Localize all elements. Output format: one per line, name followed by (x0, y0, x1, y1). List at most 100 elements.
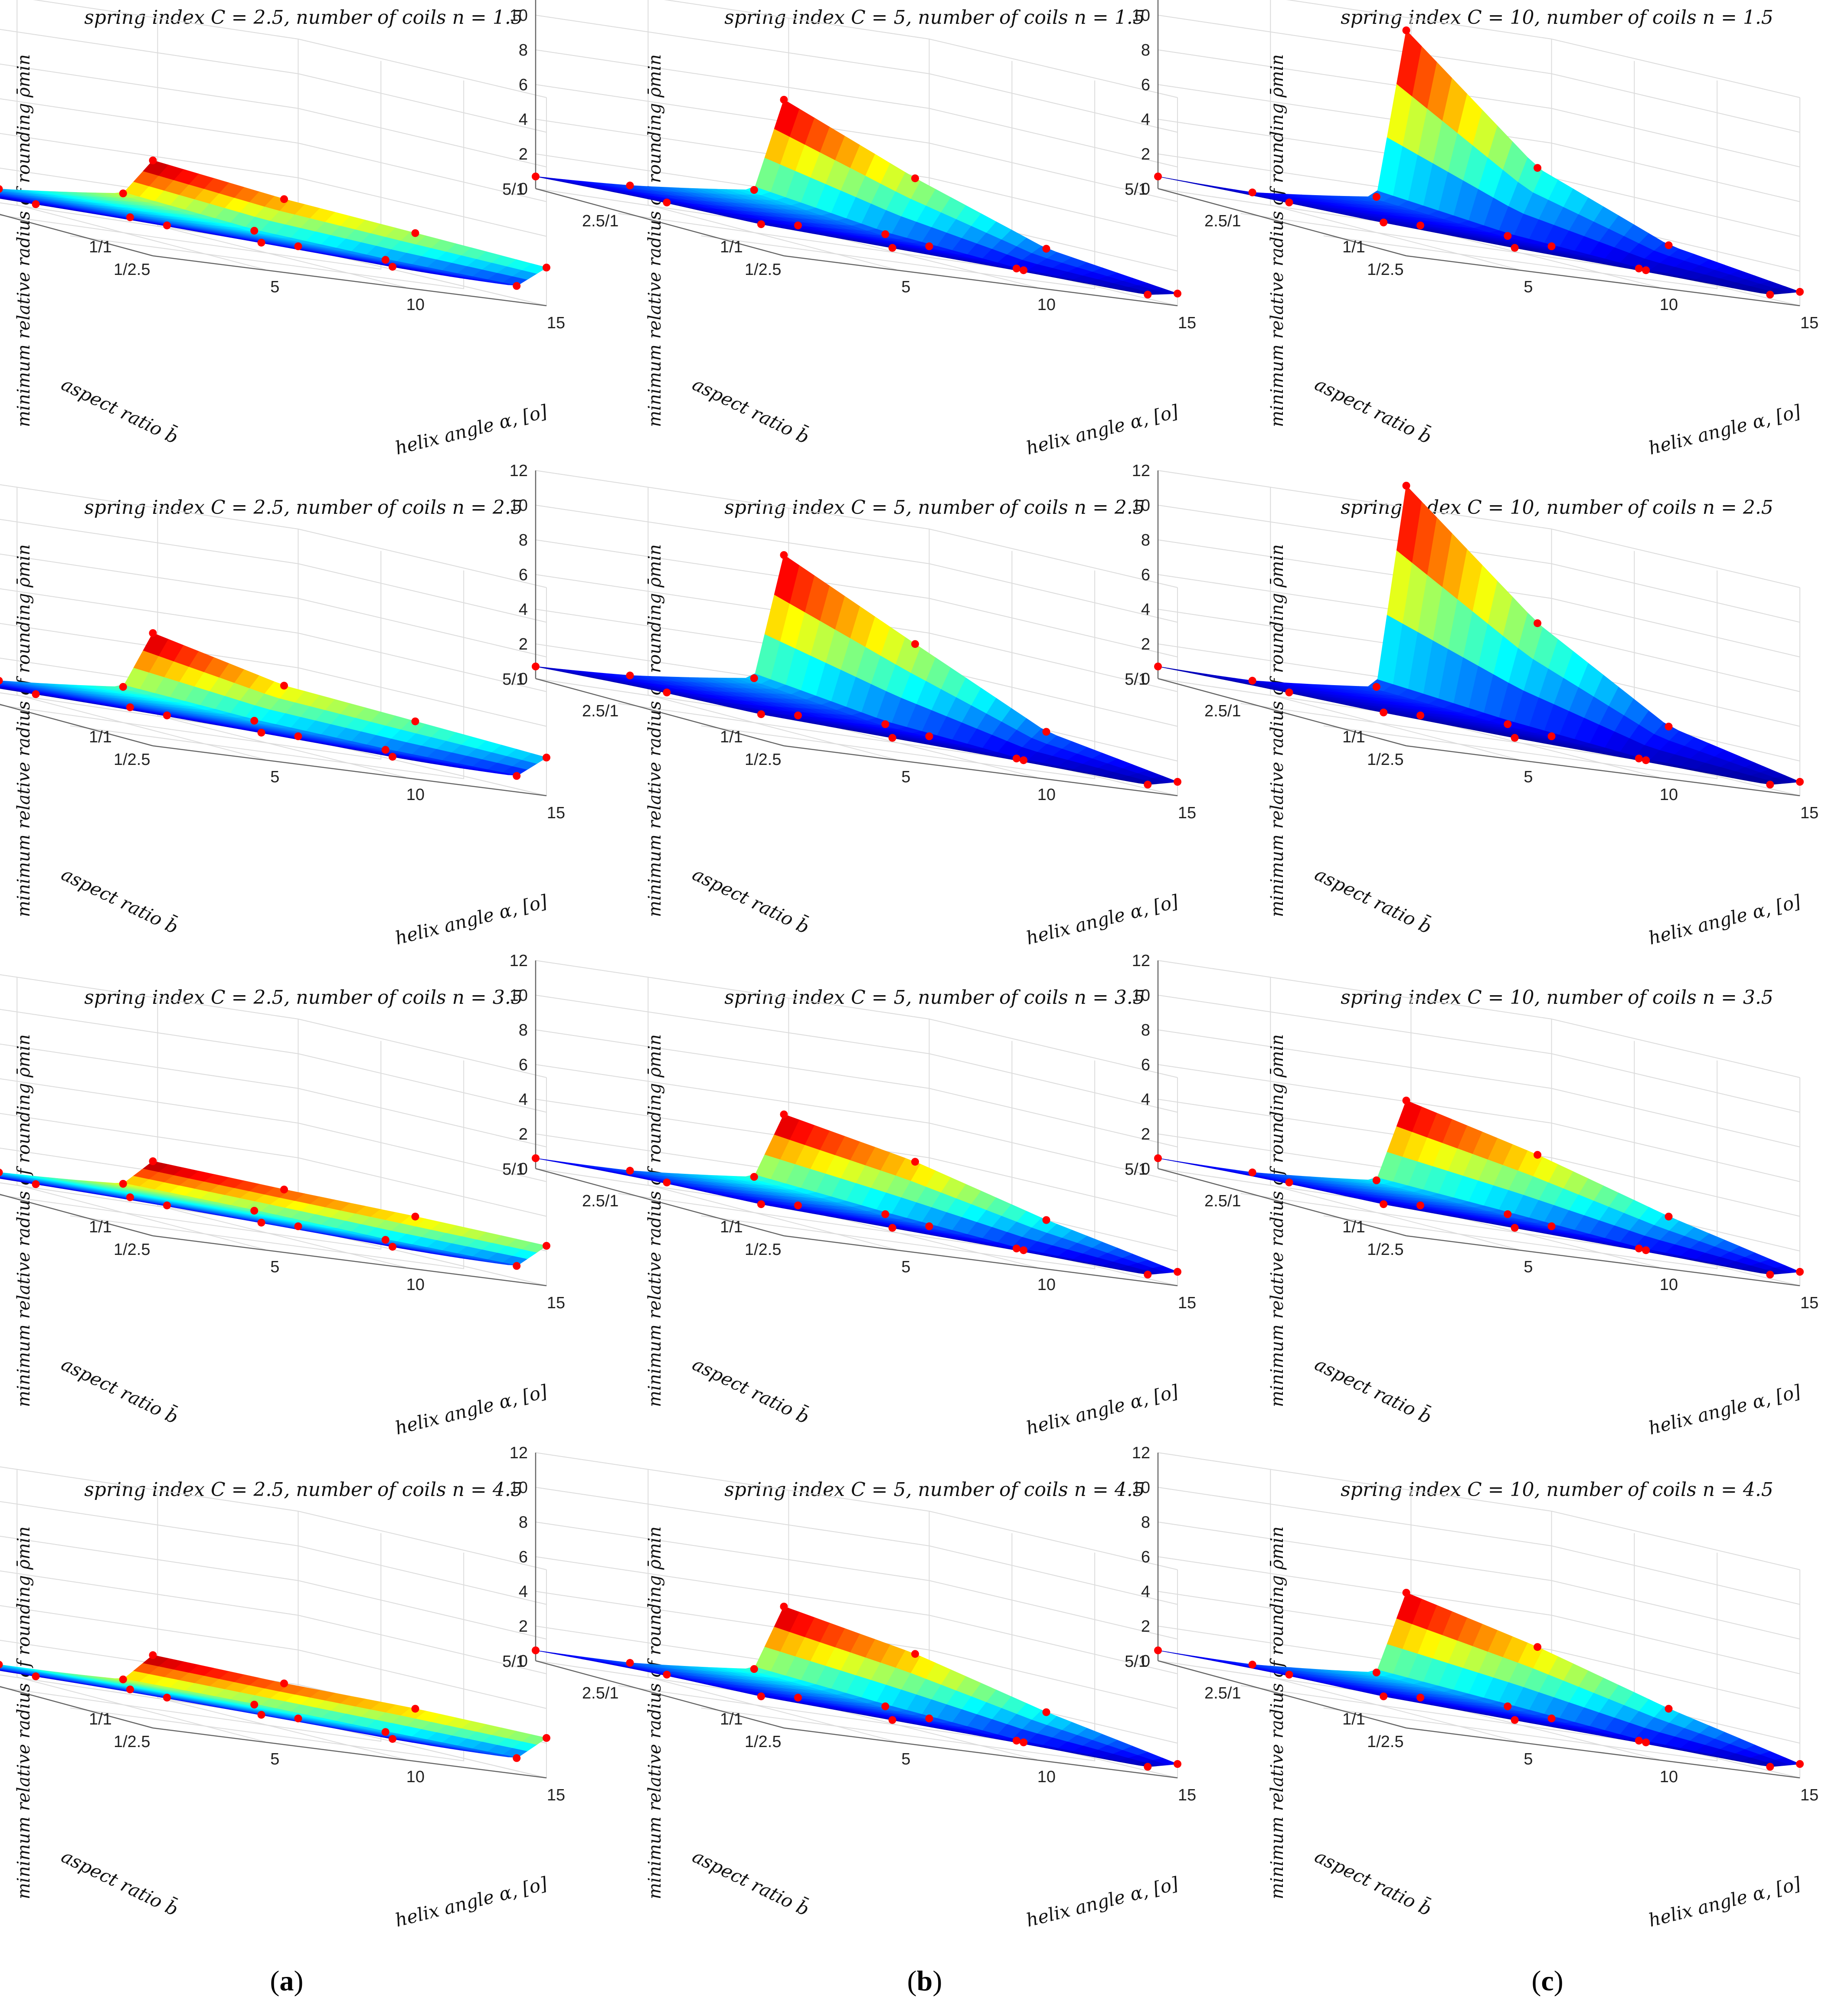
z-tick-label: 10 (1132, 7, 1150, 25)
z-tick-label: 4 (519, 111, 528, 129)
data-point (1416, 221, 1424, 229)
x-tick-label: 15 (1178, 804, 1196, 822)
z-tick-label: 4 (1141, 111, 1150, 129)
y-axis-label: aspect ratio b̄ (58, 372, 182, 448)
x-tick-label: 15 (1800, 314, 1819, 332)
data-point (1766, 291, 1774, 299)
data-point (294, 242, 302, 250)
x-tick-label: 5 (1524, 278, 1533, 296)
data-point (663, 198, 671, 206)
y-tick-label: 1/2.5 (745, 261, 782, 279)
z-tick-label: 0 (1141, 180, 1150, 198)
data-point (1012, 265, 1020, 273)
y-axis-label: aspect ratio b̄ (1312, 862, 1436, 938)
data-point (32, 200, 40, 208)
data-point (1504, 720, 1512, 728)
z-gridline (535, 470, 1178, 588)
surface-patch (774, 99, 800, 137)
y-tick-label: 1/1 (89, 1218, 112, 1236)
data-point (1042, 728, 1050, 736)
x-axis-label: helix angle α, [o] (1024, 401, 1181, 459)
data-point (780, 96, 788, 104)
x-axis-label: helix angle α, [o] (1646, 891, 1803, 949)
y-gridline (701, 80, 1096, 289)
z-axis-label: minimum relative radius of rounding ρ̄mi… (645, 54, 665, 427)
x-axis-label: helix angle α, [o] (393, 1381, 549, 1439)
data-point (1511, 244, 1519, 252)
z-tick-label: 6 (519, 76, 528, 94)
data-point (411, 717, 419, 725)
data-point (1154, 663, 1162, 670)
data-point (513, 772, 521, 780)
data-markers (532, 96, 1181, 299)
z-gridline (0, 63, 547, 167)
z-tick-label: 0 (519, 180, 528, 198)
data-point (513, 282, 521, 290)
data-point (280, 682, 288, 690)
z-tick-label: 8 (1141, 41, 1150, 59)
z-gridline (0, 1043, 547, 1147)
z-tick-label: 10 (1132, 496, 1150, 515)
y-axis-line (0, 214, 153, 257)
data-point (1416, 711, 1424, 719)
chart-panel-7: spring index C = 2.5, number of coils n … (0, 974, 565, 1439)
y-axis-label: aspect ratio b̄ (58, 862, 182, 938)
z-tick-label: 8 (519, 41, 528, 59)
z-gridline (0, 98, 547, 202)
data-point (1285, 198, 1293, 206)
z-axis-label: minimum relative radius of rounding ρ̄mi… (1267, 544, 1287, 917)
data-point (794, 711, 802, 719)
chart-title: spring index C = 10, number of coils n =… (1341, 7, 1773, 29)
y-tick-label: 1/1 (1342, 728, 1365, 746)
z-tick-label: 2 (519, 145, 528, 163)
data-point (149, 157, 157, 164)
y-gridline (70, 80, 464, 289)
x-tick-label: 5 (270, 1258, 279, 1276)
data-point (119, 189, 127, 197)
data-point (1642, 266, 1650, 274)
data-point (794, 221, 802, 229)
z-tick-label: 6 (519, 566, 528, 584)
y-tick-label: 2.5/1 (1204, 212, 1241, 230)
z-axis-label: minimum relative radius of rounding ρ̄mi… (14, 544, 34, 917)
z-gridline (0, 484, 547, 588)
chart-panel-1: spring index C = 2.5, number of coils n … (0, 0, 565, 459)
y-tick-label: 1/1 (720, 728, 743, 746)
data-point (149, 629, 157, 637)
y-tick-label: 1/2.5 (114, 751, 150, 769)
z-axis-label: minimum relative radius of rounding ρ̄mi… (1267, 54, 1287, 427)
data-point (411, 229, 419, 237)
y-tick-label: 1/2.5 (114, 1241, 150, 1259)
data-point (626, 181, 634, 189)
y-gridline (1323, 80, 1718, 289)
x-tick-label: 5 (901, 278, 910, 296)
x-axis-line (1406, 255, 1800, 307)
x-axis-label: helix angle α, [o] (1024, 891, 1181, 949)
y-axis-label: aspect ratio b̄ (58, 1352, 182, 1428)
data-point (757, 220, 765, 229)
data-point (757, 710, 765, 719)
z-tick-label: 12 (510, 462, 528, 480)
z-gridline (0, 519, 547, 623)
y-tick-label: 1/1 (89, 238, 112, 256)
x-tick-label: 15 (1178, 314, 1196, 332)
data-point (1642, 756, 1650, 764)
x-tick-label: 10 (1037, 786, 1056, 804)
z-gridline (0, 553, 547, 657)
chart-title: spring index C = 2.5, number of coils n … (84, 496, 523, 519)
data-point (1665, 722, 1673, 731)
z-gridline (0, 1078, 547, 1182)
surface (1158, 485, 1800, 785)
data-point (119, 683, 127, 691)
y-tick-label: 2.5/1 (1204, 702, 1241, 720)
y-tick-label: 5/1 (502, 180, 525, 199)
data-point (250, 717, 258, 725)
data-point (1547, 732, 1556, 740)
y-axis-label: aspect ratio b̄ (689, 372, 813, 448)
data-point (1380, 709, 1388, 717)
y-tick-label: 5/1 (1125, 180, 1148, 199)
data-point (1796, 288, 1804, 296)
data-point (1380, 219, 1388, 227)
surface-patch (143, 160, 169, 176)
y-tick-label: 1/2.5 (1367, 261, 1404, 279)
